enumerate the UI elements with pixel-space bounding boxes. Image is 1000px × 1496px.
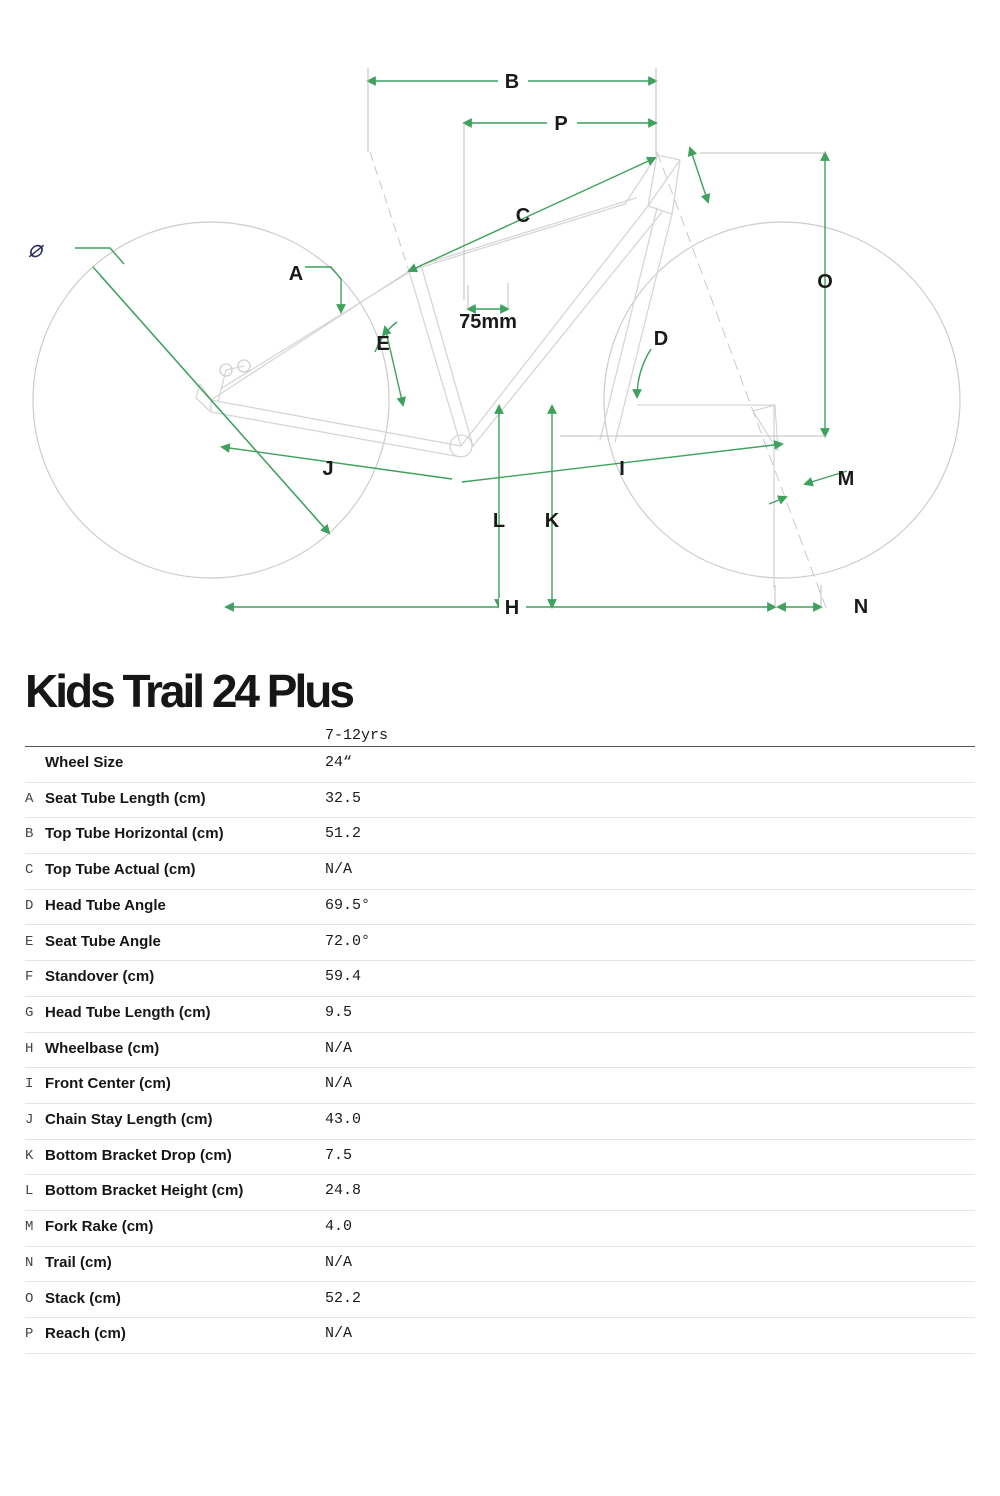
svg-text:O: O — [817, 271, 833, 293]
svg-text:C: C — [516, 205, 530, 227]
svg-text:⌀: ⌀ — [28, 237, 45, 263]
svg-text:D: D — [654, 328, 668, 350]
svg-text:75mm: 75mm — [459, 311, 517, 333]
svg-text:N: N — [854, 596, 868, 618]
svg-text:K: K — [545, 510, 560, 532]
svg-text:I: I — [619, 458, 625, 480]
svg-text:A: A — [289, 263, 303, 285]
svg-text:B: B — [505, 71, 519, 93]
svg-text:P: P — [554, 113, 567, 135]
svg-text:L: L — [493, 510, 505, 532]
svg-text:H: H — [505, 597, 519, 619]
svg-text:E: E — [376, 333, 389, 355]
svg-text:J: J — [322, 458, 333, 480]
svg-text:M: M — [838, 468, 855, 490]
